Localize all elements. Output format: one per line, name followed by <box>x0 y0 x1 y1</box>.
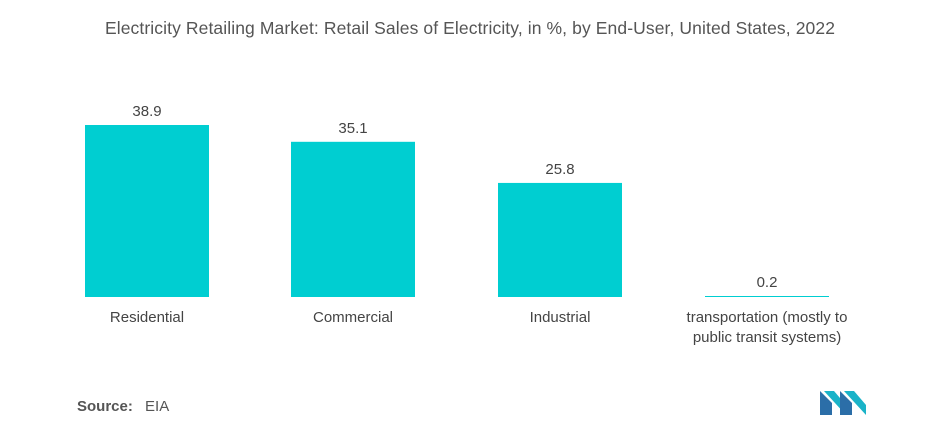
bar-3 <box>705 296 829 297</box>
category-label-3-0: transportation (mostly to <box>687 309 848 326</box>
category-label-3-1: public transit systems) <box>693 329 841 346</box>
data-label-0: 38.9 <box>132 103 161 120</box>
source-value: EIA <box>145 398 170 415</box>
bar-0 <box>85 125 209 297</box>
data-label-1: 35.1 <box>338 120 367 137</box>
source-note: Source: EIA <box>77 398 169 415</box>
category-label-2-0: Industrial <box>530 309 591 326</box>
chart-title: Electricity Retailing Market: Retail Sal… <box>104 18 836 38</box>
category-label-1-0: Commercial <box>313 309 393 326</box>
bar-1 <box>291 141 415 297</box>
data-label-3: 0.2 <box>757 274 778 291</box>
source-label: Source: <box>77 398 133 415</box>
data-label-2: 25.8 <box>545 161 574 178</box>
category-label-0-0: Residential <box>110 309 184 326</box>
mordor-logo-icon <box>820 391 866 415</box>
bar-2 <box>498 182 622 297</box>
